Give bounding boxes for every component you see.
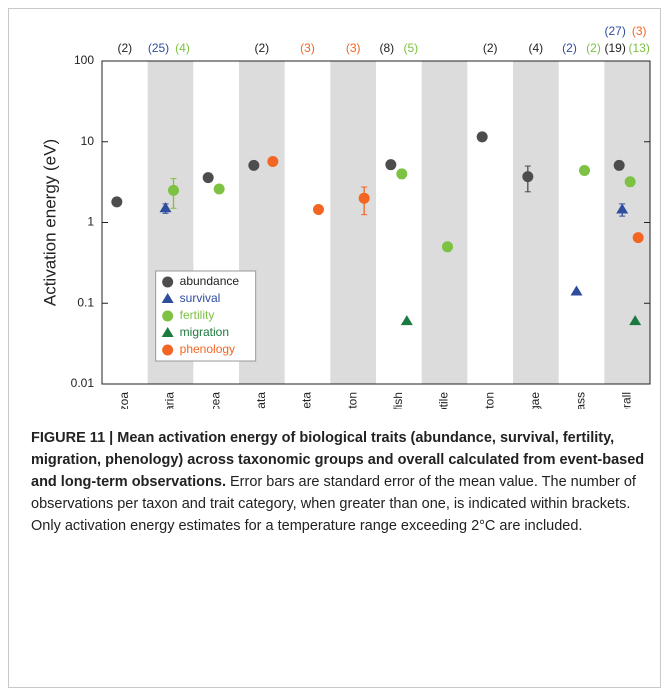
count-label: (2) — [483, 41, 498, 55]
x-tick-label: fish — [391, 392, 405, 409]
count-label: (25) — [148, 41, 169, 55]
count-label: (4) — [528, 41, 543, 55]
category-band — [421, 61, 468, 384]
legend-marker — [161, 293, 174, 303]
data-point — [613, 159, 625, 171]
data-point — [213, 183, 225, 195]
data-point — [248, 159, 260, 171]
x-tick-label: seagrass — [574, 392, 588, 409]
x-tick-label: macroalgae — [528, 392, 542, 409]
count-label: (2) — [117, 41, 132, 55]
data-point — [442, 241, 453, 253]
caption: FIGURE 11 | Mean activation energy of bi… — [31, 427, 656, 537]
x-tick-label: polychaeta — [300, 392, 314, 409]
caption-title: FIGURE 11 | Mean activation energy of bi… — [31, 430, 645, 490]
data-point — [385, 159, 397, 171]
data-point — [396, 168, 408, 180]
count-label: (27) — [604, 24, 625, 38]
count-label: (2) — [562, 41, 577, 55]
x-tick-label: overall — [619, 392, 633, 409]
data-point — [624, 176, 636, 188]
legend-marker — [162, 344, 174, 356]
legend-label: fertility — [180, 308, 215, 322]
x-tick-label: cnidaria — [163, 392, 177, 409]
data-point — [579, 165, 590, 177]
caption-text: Error bars are standard error of the mea… — [31, 474, 636, 534]
count-label: (3) — [632, 24, 647, 38]
data-point — [159, 202, 172, 213]
data-point — [616, 203, 629, 214]
category-band — [604, 61, 650, 384]
y-tick-label: 0.01 — [71, 376, 95, 390]
legend-marker — [162, 310, 174, 322]
data-point — [168, 184, 179, 196]
data-point — [400, 315, 413, 326]
y-tick-label: 100 — [74, 53, 94, 67]
category-band — [513, 61, 559, 384]
x-tick-label: zooplankton — [345, 392, 359, 409]
count-label: (3) — [300, 41, 315, 55]
count-label: (13) — [628, 41, 649, 55]
data-point — [358, 192, 370, 204]
legend-label: survival — [180, 291, 221, 305]
count-label: (19) — [604, 41, 625, 55]
x-tick-label: echinodermata — [254, 392, 268, 409]
data-point — [313, 203, 324, 215]
chart: 0.01 0.1 1 10 100 Activation energy (eV) bryoz… — [40, 24, 651, 409]
data-point — [522, 171, 534, 183]
y-tick-label: 10 — [81, 134, 95, 148]
count-label: (5) — [403, 41, 418, 55]
x-tick-label: phytoplankton — [482, 392, 496, 409]
legend-label: migration — [180, 325, 229, 339]
legend-marker — [161, 327, 174, 337]
data-point — [629, 315, 642, 326]
count-label: (4) — [175, 41, 190, 55]
category-band — [330, 61, 376, 384]
legend-label: phenology — [180, 342, 235, 356]
y-axis-label: Activation energy (eV) — [40, 139, 59, 306]
count-label: (8) — [379, 41, 394, 55]
count-label: (3) — [346, 41, 361, 55]
count-label: (2) — [254, 41, 269, 55]
data-point — [570, 285, 583, 296]
legend-marker — [162, 276, 174, 288]
x-tick-label: reptile — [437, 392, 451, 409]
data-point — [476, 131, 488, 143]
figure-frame: 0.01 0.1 1 10 100 Activation energy (eV) bryoz… — [8, 8, 661, 688]
count-label: (2) — [586, 41, 601, 55]
data-point — [267, 155, 279, 167]
x-tick-label: bryozoa — [117, 392, 131, 409]
x-tick-label: crustacea — [208, 392, 222, 409]
data-point — [202, 172, 214, 184]
y-tick-label: 1 — [87, 215, 94, 229]
legend-label: abundance — [180, 274, 240, 288]
data-point — [632, 232, 644, 244]
y-tick-label: 0.1 — [77, 295, 94, 309]
data-point — [111, 196, 123, 208]
